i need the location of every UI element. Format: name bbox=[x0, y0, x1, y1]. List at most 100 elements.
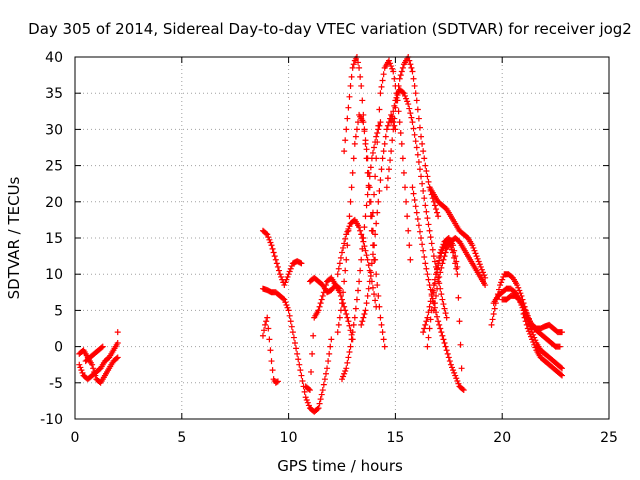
data-point-marker bbox=[316, 303, 323, 310]
data-point-marker bbox=[364, 169, 371, 176]
data-point-marker bbox=[412, 90, 419, 97]
data-point-marker bbox=[369, 284, 376, 291]
data-point-marker bbox=[325, 358, 332, 365]
data-point-marker bbox=[371, 191, 378, 198]
data-point-marker bbox=[280, 295, 287, 302]
data-point-marker bbox=[488, 321, 495, 328]
data-point-marker bbox=[322, 370, 329, 377]
data-point-marker bbox=[114, 339, 121, 346]
data-point-marker bbox=[350, 155, 357, 162]
data-point-marker bbox=[397, 130, 404, 137]
data-point-marker bbox=[391, 102, 398, 109]
data-point-marker bbox=[526, 330, 533, 337]
data-point-marker bbox=[348, 336, 355, 343]
data-point-marker bbox=[424, 271, 431, 278]
data-point-marker bbox=[431, 280, 438, 287]
data-point-marker bbox=[92, 372, 99, 379]
data-point-marker bbox=[267, 347, 274, 354]
data-point-marker bbox=[327, 343, 334, 350]
data-point-marker bbox=[426, 303, 433, 310]
data-point-marker bbox=[320, 381, 327, 388]
data-point-marker bbox=[446, 358, 453, 365]
data-point-marker bbox=[374, 139, 381, 146]
data-point-marker bbox=[91, 368, 98, 375]
y-axis-label: SDTVAR / TECUs bbox=[5, 176, 23, 299]
data-point-marker bbox=[350, 61, 357, 68]
data-point-marker bbox=[259, 332, 266, 339]
data-point-marker bbox=[521, 306, 528, 313]
data-point-marker bbox=[424, 343, 431, 350]
data-point-marker bbox=[392, 97, 399, 104]
data-point-marker bbox=[391, 122, 398, 129]
data-point-marker bbox=[286, 268, 293, 275]
data-point-marker bbox=[430, 307, 437, 314]
data-point-marker bbox=[355, 59, 362, 66]
data-point-marker bbox=[274, 378, 281, 385]
data-point-marker bbox=[418, 133, 425, 140]
data-point-marker bbox=[559, 329, 566, 336]
data-point-marker bbox=[380, 148, 387, 155]
data-point-marker bbox=[383, 184, 390, 191]
series-arc-9b bbox=[259, 227, 305, 289]
data-point-marker bbox=[521, 314, 528, 321]
data-point-marker bbox=[368, 260, 375, 267]
data-point-marker bbox=[353, 296, 360, 303]
data-point-marker bbox=[384, 122, 391, 129]
data-point-marker bbox=[371, 144, 378, 151]
series-arc-15.5-peak bbox=[383, 54, 442, 220]
data-point-marker bbox=[343, 256, 350, 263]
data-point-marker bbox=[420, 247, 427, 254]
data-point-marker bbox=[423, 168, 430, 175]
data-point-marker bbox=[393, 94, 400, 101]
data-point-marker bbox=[400, 90, 407, 97]
data-point-marker bbox=[321, 376, 328, 383]
data-point-marker bbox=[414, 151, 421, 158]
series-arc-21.5 bbox=[520, 311, 566, 379]
data-point-marker bbox=[434, 313, 441, 320]
data-point-marker bbox=[424, 314, 431, 321]
data-point-marker bbox=[373, 271, 380, 278]
data-point-marker bbox=[404, 98, 411, 105]
data-point-marker bbox=[395, 82, 402, 89]
data-point-marker bbox=[349, 169, 356, 176]
data-point-marker bbox=[475, 258, 482, 265]
data-point-marker bbox=[261, 327, 268, 334]
data-point-marker bbox=[427, 316, 434, 323]
data-point-marker bbox=[77, 364, 84, 371]
data-point-marker bbox=[434, 265, 441, 272]
data-point-marker bbox=[530, 339, 537, 346]
data-point-marker bbox=[369, 149, 376, 156]
data-point-marker bbox=[443, 314, 450, 321]
data-marks bbox=[76, 54, 566, 415]
data-point-marker bbox=[284, 304, 291, 311]
data-point-marker bbox=[406, 57, 413, 64]
data-point-marker bbox=[285, 271, 292, 278]
data-point-marker bbox=[282, 299, 289, 306]
data-point-marker bbox=[382, 133, 389, 140]
data-point-marker bbox=[407, 256, 414, 263]
data-point-marker bbox=[360, 119, 367, 126]
x-tick-label: 25 bbox=[600, 430, 618, 446]
data-point-marker bbox=[418, 173, 425, 180]
data-point-marker bbox=[371, 256, 378, 263]
data-point-marker bbox=[438, 329, 445, 336]
axis-ticks: 0 5 10 15 20 25 -10 -5 0 5 10 15 20 25 30 35 40 bbox=[40, 50, 618, 446]
series-arc-15-decay bbox=[388, 86, 450, 321]
data-point-marker bbox=[341, 278, 348, 285]
chart-title: Day 305 of 2014, Sidereal Day-to-day VTE… bbox=[28, 20, 632, 38]
data-point-marker bbox=[264, 231, 271, 238]
data-point-marker bbox=[421, 195, 428, 202]
data-point-marker bbox=[451, 369, 458, 376]
data-point-marker bbox=[478, 266, 485, 273]
data-point-marker bbox=[272, 256, 279, 263]
data-point-marker bbox=[447, 361, 454, 368]
data-point-marker bbox=[304, 399, 311, 406]
data-point-marker bbox=[78, 367, 85, 374]
data-point-marker bbox=[296, 361, 303, 368]
data-point-marker bbox=[342, 235, 349, 242]
data-point-marker bbox=[432, 271, 439, 278]
y-tick-label: 25 bbox=[45, 159, 63, 175]
data-point-marker bbox=[455, 380, 462, 387]
data-point-marker bbox=[472, 250, 479, 257]
data-point-marker bbox=[454, 263, 461, 270]
